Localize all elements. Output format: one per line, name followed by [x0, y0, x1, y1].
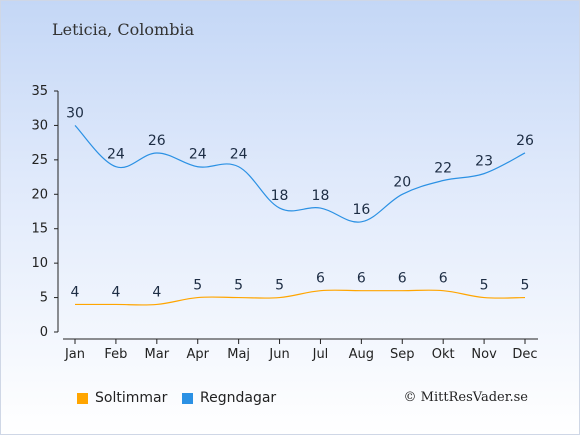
- y-tick-label: 10: [31, 256, 48, 271]
- rain-data-label: 24: [107, 147, 125, 163]
- sun-data-label: 5: [521, 278, 530, 294]
- rain-data-label: 26: [516, 133, 534, 149]
- y-tick-label: 20: [31, 187, 48, 202]
- rain-series-line: [74, 125, 526, 223]
- x-tick-label: Dec: [512, 347, 537, 362]
- rain-data-label: 23: [475, 154, 493, 170]
- sun-data-label: 6: [357, 271, 366, 287]
- rain-data-label: 22: [434, 161, 452, 177]
- sun-data-label: 4: [152, 284, 161, 300]
- rain-data-label: 16: [352, 202, 370, 218]
- sun-data-label: 5: [480, 278, 489, 294]
- rain-data-label: 26: [148, 133, 166, 149]
- y-tick-label: 25: [31, 153, 48, 168]
- rain-data-label: 18: [312, 188, 330, 204]
- rain-data-label: 20: [393, 174, 411, 190]
- y-tick-label: 15: [31, 222, 48, 237]
- rain-data-label: 18: [271, 188, 289, 204]
- legend-label-rain: Regndagar: [200, 390, 277, 406]
- sun-data-label: 4: [111, 284, 120, 300]
- x-tick-label: Jan: [64, 347, 85, 362]
- x-tick-label: Feb: [104, 347, 127, 362]
- location-title: Leticia, Colombia: [52, 20, 195, 39]
- legend-label-sun: Soltimmar: [95, 390, 168, 406]
- x-tick-label: Okt: [432, 347, 455, 362]
- y-tick-label: 0: [40, 325, 48, 340]
- legend-item-sun: Soltimmar: [77, 390, 167, 406]
- x-tick-label: Jul: [312, 347, 329, 362]
- rain-data-label: 24: [189, 147, 207, 163]
- x-tick-label: Apr: [186, 347, 209, 362]
- x-tick-label: Aug: [349, 347, 374, 362]
- sun-data-label: 6: [316, 271, 325, 287]
- rain-data-label: 30: [66, 105, 84, 121]
- y-tick-label: 5: [40, 291, 48, 306]
- y-tick-label: 30: [31, 118, 48, 133]
- x-tick-label: Maj: [227, 347, 250, 362]
- copyright-text: © MittResVader.se: [403, 390, 528, 405]
- sun-data-label: 5: [193, 278, 202, 294]
- x-tick-label: Jun: [268, 347, 289, 362]
- legend-item-rain: Regndagar: [182, 390, 276, 406]
- x-tick-label: Sep: [390, 347, 415, 362]
- sun-data-label: 5: [275, 278, 284, 294]
- sun-data-label: 5: [234, 278, 243, 294]
- x-tick-label: Mar: [145, 347, 170, 362]
- rain-data-label: 24: [230, 147, 248, 163]
- x-tick-label: Nov: [471, 347, 497, 362]
- sun-data-label: 4: [71, 284, 80, 300]
- sun-data-label: 6: [439, 271, 448, 287]
- sun-swatch-icon: [77, 392, 88, 404]
- sun-data-label: 6: [398, 271, 407, 287]
- sun-series-line: [74, 289, 526, 306]
- y-tick-label: 35: [31, 84, 48, 99]
- rain-swatch-icon: [182, 392, 193, 404]
